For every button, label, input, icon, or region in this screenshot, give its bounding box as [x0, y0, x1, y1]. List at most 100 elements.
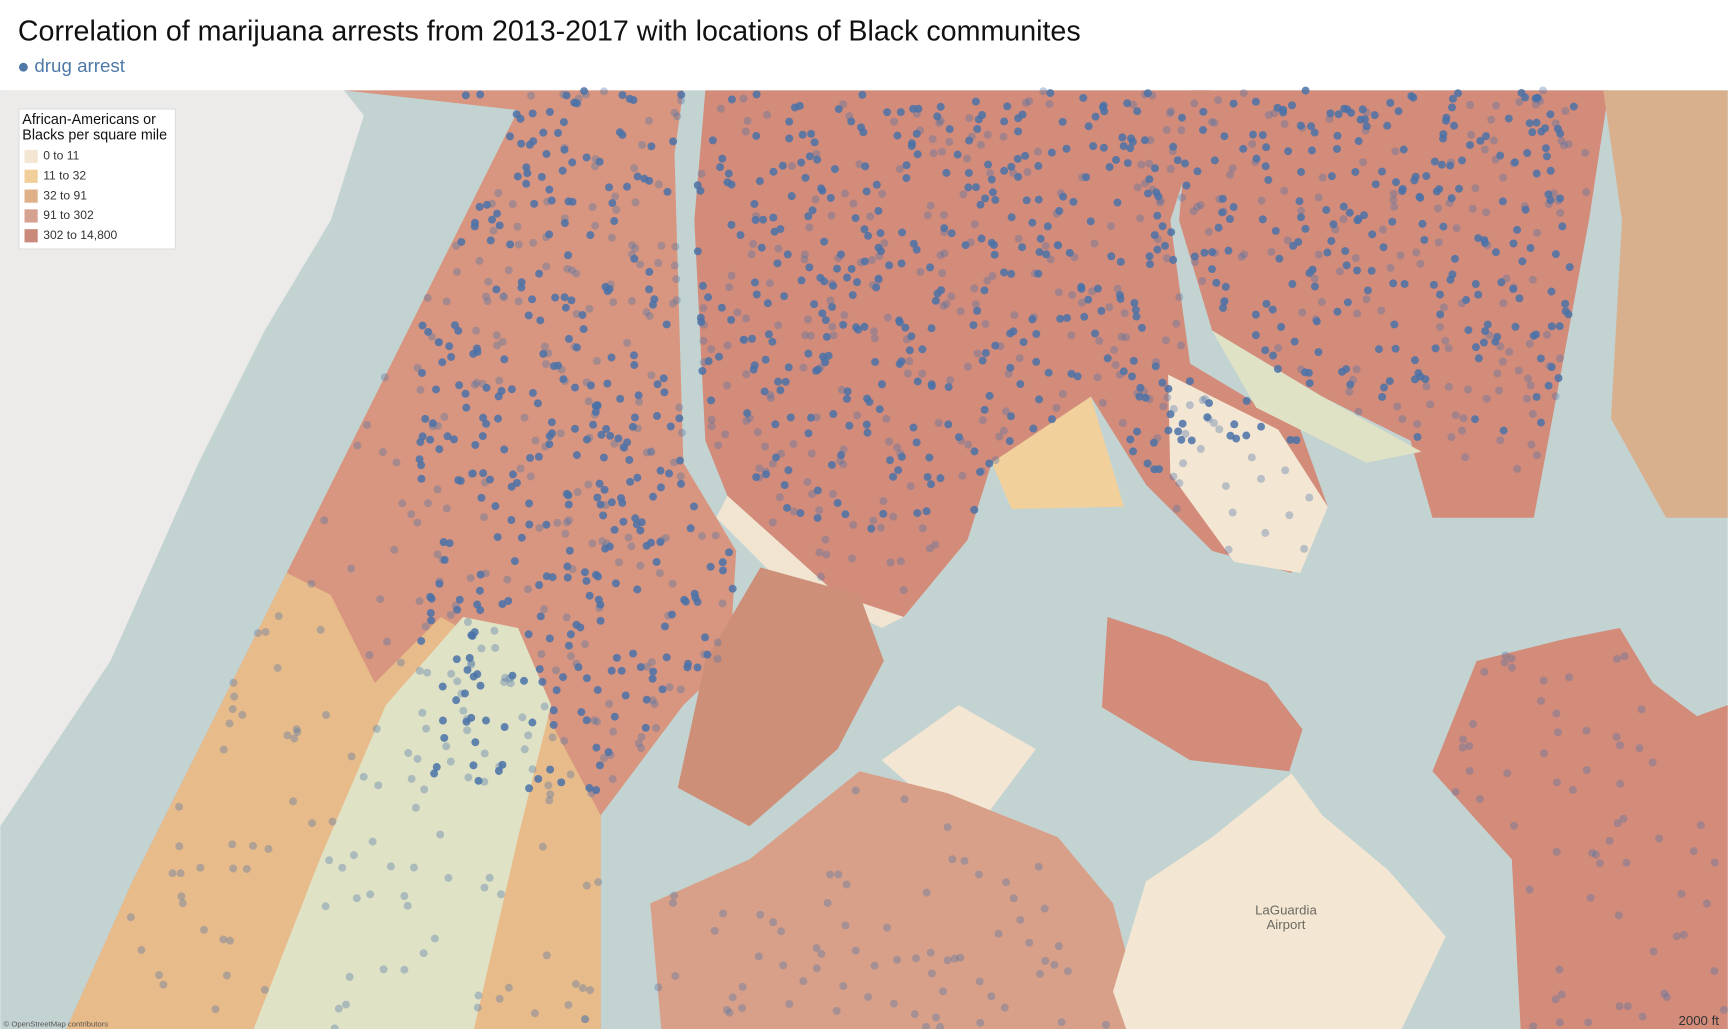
arrest-dot [981, 194, 990, 203]
arrest-dot [1155, 465, 1164, 474]
arrest-dot [253, 629, 262, 638]
arrest-dot [897, 452, 906, 461]
arrest-dot [1638, 1012, 1647, 1021]
arrest-dot [452, 696, 461, 705]
arrest-dot [741, 336, 749, 345]
arrest-dot [593, 401, 602, 410]
arrest-dot [1161, 241, 1169, 250]
arrest-dot [554, 129, 563, 137]
arrest-dot [886, 558, 895, 567]
arrest-dot [842, 394, 851, 403]
arrest-dot [586, 231, 595, 240]
arrest-dot [882, 414, 891, 423]
arrest-dot [693, 663, 702, 672]
arrest-dot [604, 748, 613, 757]
arrest-dot [500, 678, 509, 687]
arrest-dot [1093, 373, 1102, 382]
arrest-dot [784, 466, 793, 475]
arrest-dot [817, 949, 826, 958]
arrest-dot [1021, 151, 1030, 160]
arrest-dot [1346, 380, 1355, 389]
arrest-dot [1264, 175, 1273, 184]
arrest-dot [677, 90, 686, 99]
arrest-dot [1418, 219, 1427, 228]
arrest-dot [907, 332, 916, 341]
arrest-dot [477, 493, 486, 502]
arrest-dot [929, 149, 938, 158]
arrest-dot [563, 518, 571, 527]
arrest-dot [540, 702, 549, 711]
arrest-dot [725, 548, 734, 557]
arrest-dot [942, 299, 951, 308]
arrest-dot [1289, 241, 1298, 250]
arrest-dot [749, 239, 758, 248]
arrest-dot [1509, 239, 1518, 248]
arrest-dot [535, 581, 544, 589]
arrest-dot [1261, 528, 1270, 537]
arrest-dot [510, 557, 519, 566]
arrest-dot [1099, 143, 1108, 152]
arrest-dot [1532, 118, 1541, 127]
arrest-dot [283, 731, 292, 740]
arrest-dot [238, 710, 247, 719]
arrest-dot [965, 136, 974, 145]
arrest-dot [1174, 427, 1183, 436]
arrest-dot [525, 499, 534, 508]
arrest-dot [1615, 1002, 1624, 1011]
arrest-dot [886, 456, 894, 465]
legend-label: 302 to 14,800 [43, 228, 117, 242]
arrest-dot [841, 189, 850, 198]
arrest-dot [1035, 248, 1044, 257]
arrest-dot [851, 786, 860, 795]
arrest-dot [1446, 161, 1455, 170]
arrest-dot [321, 902, 330, 911]
arrest-dot [1446, 275, 1455, 284]
arrest-dot [1145, 252, 1154, 261]
arrest-dot [1362, 122, 1371, 131]
arrest-dot [582, 881, 591, 890]
arrest-dot [428, 332, 436, 341]
arrest-dot [632, 520, 641, 529]
arrest-dot [807, 413, 815, 422]
arrest-dot [805, 152, 814, 161]
arrest-dot [842, 880, 851, 889]
arrest-dot [379, 965, 388, 974]
arrest-dot [1551, 392, 1560, 401]
arrest-dot [222, 971, 231, 980]
arrest-dot [1298, 123, 1307, 132]
arrest-dot [1198, 396, 1207, 405]
arrest-dot [591, 570, 600, 579]
arrest-dot [673, 112, 682, 121]
arrest-dot [970, 505, 979, 514]
arrest-dot [518, 713, 527, 722]
arrest-dot [536, 612, 545, 621]
arrest-dot [536, 316, 545, 325]
arrest-dot [1009, 894, 1018, 903]
arrest-dot [627, 542, 636, 551]
arrest-dot [784, 363, 793, 372]
arrest-dot [430, 769, 439, 778]
arrest-dot [670, 108, 679, 117]
arrest-dot [330, 1024, 339, 1029]
arrest-dot [1351, 254, 1360, 263]
arrest-dot [199, 925, 208, 934]
arrest-dot [631, 514, 640, 523]
arrest-dot [723, 341, 732, 350]
arrest-dot [494, 414, 502, 423]
arrest-dot [752, 131, 761, 140]
arrest-dot [1301, 86, 1310, 95]
arrest-dot [1034, 862, 1043, 871]
arrest-dot [1292, 436, 1301, 445]
arrest-dot [1505, 347, 1514, 356]
arrest-dot [754, 952, 763, 961]
arrest-dot [755, 177, 764, 186]
arrest-dot [698, 532, 707, 541]
arrest-dot [1374, 345, 1383, 354]
arrest-dot [946, 376, 955, 385]
arrest-dot [1613, 819, 1622, 828]
arrest-dot [1539, 86, 1547, 95]
arrest-dot [1411, 172, 1420, 181]
arrest-dot [843, 273, 851, 282]
arrest-dot [444, 873, 453, 882]
arrest-dot [670, 261, 679, 270]
